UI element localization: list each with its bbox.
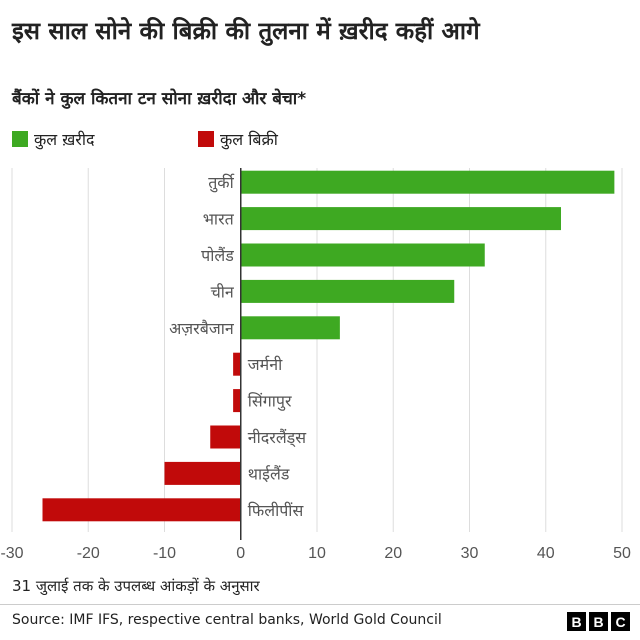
x-tick-label: 20 xyxy=(384,545,402,562)
bar xyxy=(240,279,455,303)
category-label: फिलीपींस xyxy=(248,501,305,520)
legend-swatch-purchase xyxy=(12,131,28,147)
footer-divider xyxy=(0,604,640,605)
bbc-logo-block: B xyxy=(589,612,608,631)
legend-label-sale: कुल बिक्री xyxy=(220,130,278,149)
chart-subtitle: बैंकों ने कुल कितना टन सोना ख़रीदा और बे… xyxy=(12,89,307,109)
bbc-logo: B B C xyxy=(567,612,630,631)
bar xyxy=(164,461,241,485)
legend-item-purchase: कुल ख़रीद xyxy=(12,128,95,150)
category-label: पोलैंड xyxy=(201,246,234,265)
x-tick-label: -10 xyxy=(153,545,176,562)
category-label: तुर्की xyxy=(208,173,234,193)
bar xyxy=(240,243,485,267)
category-label: नीदरलैंड्स xyxy=(248,428,307,448)
x-tick-label: 40 xyxy=(537,545,555,562)
chart-title: इस साल सोने की बिक्री की तुलना में ख़रीद… xyxy=(12,17,480,45)
bar xyxy=(233,389,241,413)
chart-legend: कुल ख़रीद कुल बिक्री xyxy=(12,128,612,152)
x-tick-label: -20 xyxy=(77,545,100,562)
bar xyxy=(240,316,340,340)
legend-item-sale: कुल बिक्री xyxy=(198,128,278,150)
x-tick-label: 30 xyxy=(461,545,479,562)
category-label: चीन xyxy=(211,282,235,301)
x-tick-label: 50 xyxy=(613,545,631,562)
bbc-logo-block: C xyxy=(611,612,630,631)
x-tick-label: 0 xyxy=(236,545,245,562)
category-label: थाईलैंड xyxy=(248,464,290,483)
footnote: 31 जुलाई तक के उपलब्ध आंकड़ों के अनुसार xyxy=(12,577,260,595)
legend-swatch-sale xyxy=(198,131,214,147)
legend-label-purchase: कुल ख़रीद xyxy=(34,130,95,149)
bar xyxy=(233,352,241,376)
bar xyxy=(240,170,615,194)
x-tick-label: 10 xyxy=(308,545,326,562)
bbc-logo-block: B xyxy=(567,612,586,631)
category-label: सिंगापुर xyxy=(248,392,292,412)
category-label: अज़रबैजान xyxy=(169,319,235,338)
bar xyxy=(210,425,241,449)
category-label: भारत xyxy=(203,210,235,229)
bar xyxy=(42,498,241,522)
source-note: Source: IMF IFS, respective central bank… xyxy=(12,612,442,628)
x-tick-label: -30 xyxy=(0,545,23,562)
bar xyxy=(240,207,561,231)
category-label: जर्मनी xyxy=(248,355,283,374)
